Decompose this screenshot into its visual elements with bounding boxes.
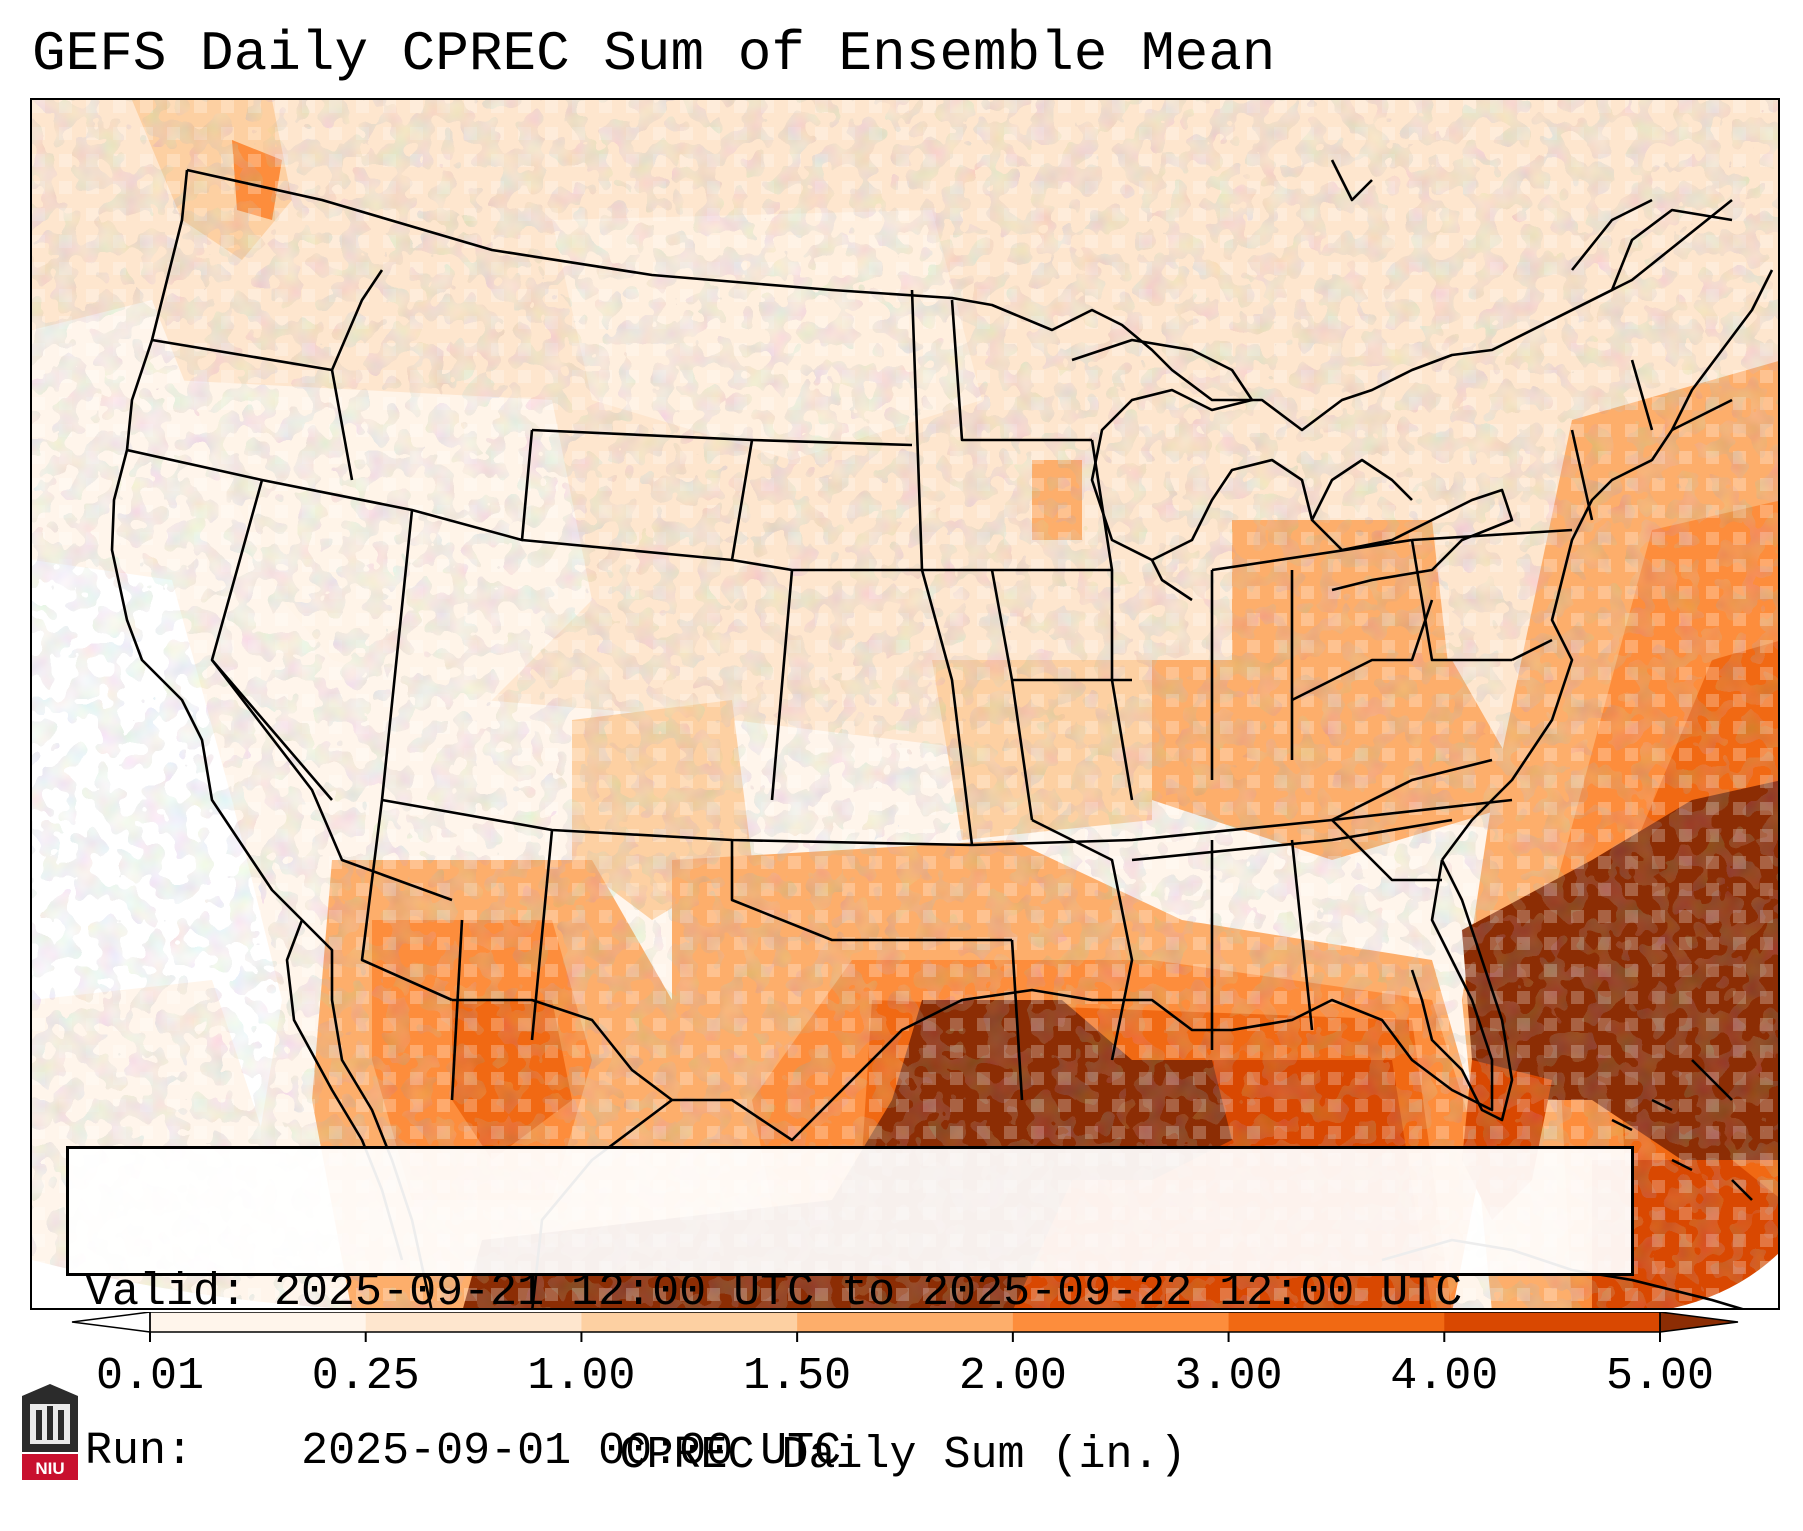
precipitation-map [30,98,1780,1310]
florida-outline [1410,859,1514,1122]
colorbar-bin-4 [1012,1312,1230,1332]
colorbar-bin-1 [365,1312,582,1332]
chart-title: GEFS Daily CPREC Sum of Ensemble Mean [32,22,1276,86]
colorbar-tick-label: 5.00 [1606,1351,1714,1402]
map-canvas [32,100,1778,1308]
run-row: Run: 2025-09-01 00:00 UTC [85,1425,1631,1478]
niu-logo: NIU [22,1384,78,1480]
colorbar-bin-2 [581,1312,798,1332]
precip-field [32,100,1778,1308]
colorbar-bin-3 [797,1312,1014,1332]
valid-label: Valid: [85,1267,248,1318]
colorbar-tick-label: 0.25 [312,1351,420,1402]
colorbar-label: CPREC Daily Sum (in.) [619,1430,1186,1481]
gulf-coastline [531,859,1494,1308]
colorbar-tick-label: 0.01 [96,1351,204,1402]
colorbar-over-arrow [1659,1312,1739,1333]
colorbar-frame [149,1312,1661,1333]
colorbar-bin-6 [1444,1312,1661,1332]
run-value: 2025-09-01 00:00 UTC [301,1426,842,1477]
colorbar-bin-0 [150,1312,367,1332]
run-label: Run: [85,1426,194,1477]
pacific-coastline [110,169,433,1308]
colorbar-tick-label: 1.50 [743,1351,851,1402]
atlantic-coastline [1440,269,1774,861]
colorbar-tick-label: 2.00 [959,1351,1067,1402]
colorbar-bin-5 [1228,1312,1445,1332]
colorbar-tick-label: 3.00 [1175,1351,1283,1402]
colorbar-under-arrow [71,1312,151,1333]
colorbar: 0.01 0.25 1.00 1.50 2.00 3.00 4.00 5.00 CPREC D… [71,1312,1739,1481]
valid-run-box: Valid: 2025-09-21 12:00 UTC to 2025-09-2… [66,1146,1634,1477]
great-lakes [1071,338,1514,592]
state-boundaries [110,159,1774,1308]
valid-value: 2025-09-21 12:00 UTC to 2025-09-22 12:00… [274,1267,1463,1318]
colorbar-tick-label: 1.00 [527,1351,635,1402]
niu-logo-text: NIU [35,1459,64,1478]
valid-row: Valid: 2025-09-21 12:00 UTC to 2025-09-2… [85,1266,1631,1319]
colorbar-ticks: 0.01 0.25 1.00 1.50 2.00 3.00 4.00 5.00 [96,1332,1714,1402]
colorbar-tick-label: 4.00 [1390,1351,1498,1402]
colorbar-bins [150,1312,1661,1332]
